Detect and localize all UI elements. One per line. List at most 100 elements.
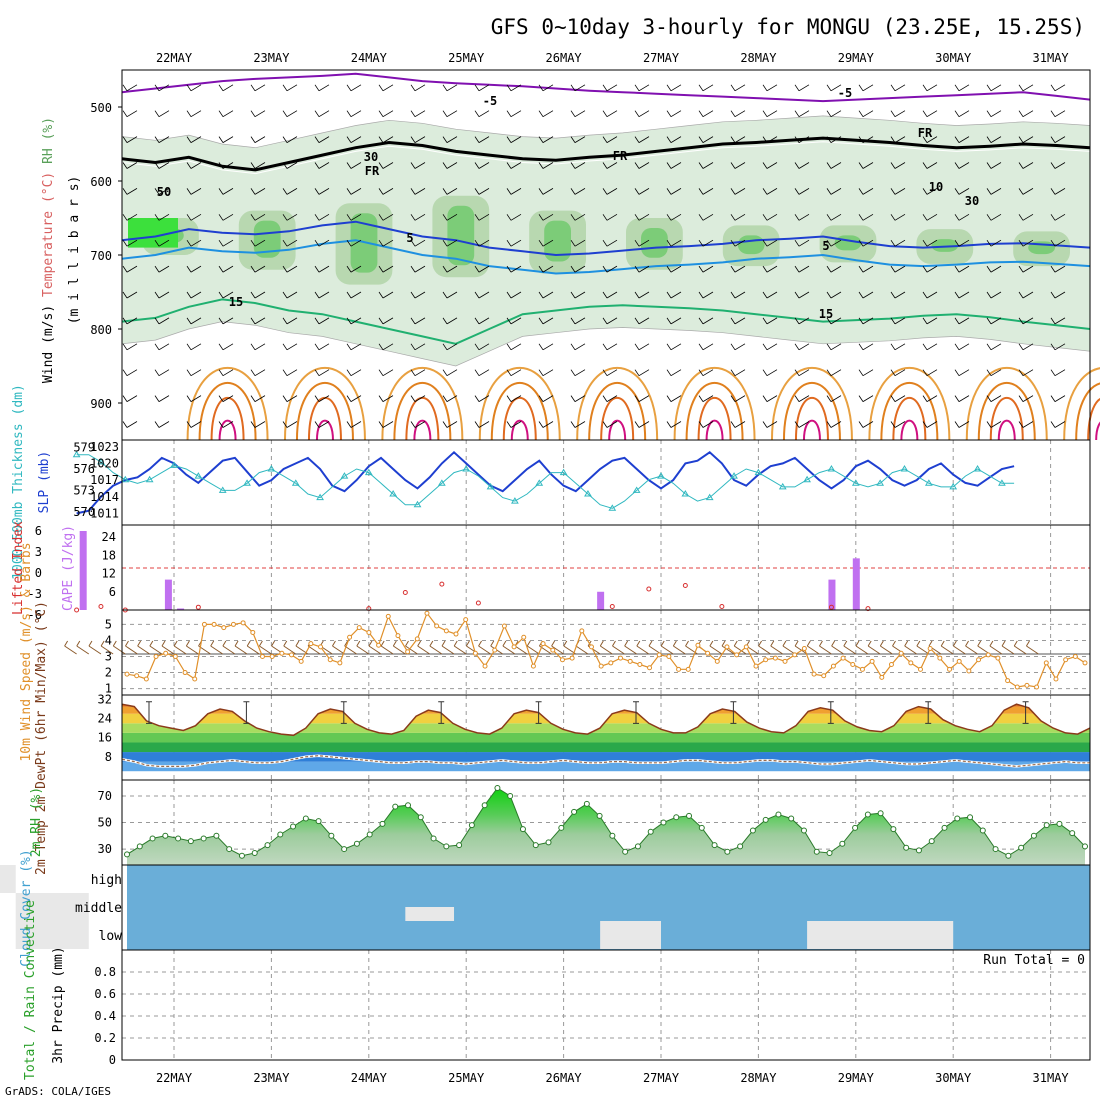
surface-wind-barb	[806, 640, 820, 655]
wind-barb	[698, 343, 714, 351]
wind-barb	[858, 343, 874, 351]
wind-barb	[858, 421, 874, 428]
rh-marker	[417, 814, 424, 821]
wind-speed-marker	[1072, 654, 1078, 660]
rh-marker	[200, 835, 207, 842]
wind-speed-marker	[1082, 660, 1088, 666]
wind-barb	[442, 317, 458, 325]
wind-barb	[954, 369, 970, 377]
wind-barb	[282, 291, 298, 299]
precip-tick: 0.4	[94, 1009, 116, 1023]
wind-speed-marker	[801, 645, 807, 651]
wind-speed-marker	[521, 634, 527, 640]
li-point	[475, 600, 481, 606]
wind-barb	[506, 84, 522, 92]
wind-barb	[346, 291, 362, 299]
dewpt-line	[121, 755, 1090, 768]
rh-marker	[353, 840, 360, 847]
wind-barb	[762, 110, 778, 118]
wind-barb	[858, 162, 874, 169]
surface-wind-barb	[380, 640, 394, 655]
slp-tick: 1023	[90, 440, 119, 454]
wind-barb	[1018, 110, 1034, 118]
wind-barb	[826, 136, 842, 143]
thickness-tick: 576	[73, 462, 95, 476]
rh-marker	[226, 846, 233, 853]
wind-barb	[794, 188, 810, 195]
wind-barb	[634, 369, 650, 377]
wind-speed-marker	[453, 631, 459, 637]
thickness-marker	[900, 465, 909, 472]
wind-barb	[346, 369, 362, 377]
wind-barb	[826, 317, 842, 325]
wind-barb	[826, 421, 842, 428]
wind-barb	[154, 395, 170, 402]
li-point	[719, 604, 725, 609]
wind-speed-marker	[1005, 678, 1011, 684]
wind-speed-marker	[840, 655, 846, 661]
wind-barb	[826, 162, 842, 169]
wind-barb	[410, 136, 426, 143]
wind-barb	[1018, 239, 1034, 247]
wind-barb	[538, 395, 554, 402]
wind-barb	[1050, 265, 1066, 273]
wind-tick: 3	[105, 650, 112, 664]
wind-speed-line	[126, 611, 1086, 688]
wind-barb	[1050, 188, 1066, 195]
wind-speed-marker	[153, 654, 159, 660]
wind-speed-marker	[192, 676, 198, 682]
thickness-marker	[243, 479, 251, 486]
temp-contour-low	[977, 382, 1036, 441]
wind-barb	[154, 369, 170, 377]
wind-barb	[858, 84, 874, 92]
wind-barb	[954, 188, 970, 195]
wind-barb	[666, 188, 682, 195]
thickness-marker	[413, 500, 422, 508]
top-date-label: 27MAY	[643, 51, 680, 65]
wind-barb	[890, 369, 906, 377]
wind-barb	[698, 136, 714, 143]
wind-barb	[858, 317, 874, 325]
wind-frame	[121, 609, 1091, 696]
wind-barb	[954, 343, 970, 351]
wind-barb	[1018, 317, 1034, 325]
wind-barb	[442, 162, 458, 169]
contour-label: 5	[406, 231, 413, 245]
cape-tick: 6	[109, 585, 116, 599]
surface-wind-barb	[222, 640, 236, 655]
wind-barb	[186, 136, 202, 143]
wind-speed-marker	[356, 625, 362, 631]
thickness-marker	[876, 479, 885, 486]
wind-barb	[154, 136, 170, 143]
wind-barb	[378, 84, 394, 92]
cloud-cell	[405, 907, 455, 921]
surface-wind-barb	[258, 640, 272, 655]
wind-barb	[378, 110, 394, 118]
wind-barb	[1018, 162, 1034, 169]
rh-marker	[596, 812, 603, 819]
wind-barb	[794, 369, 810, 377]
wind-barb	[250, 395, 266, 402]
surface-wind-barb	[210, 640, 223, 655]
temp-band	[122, 732, 1090, 743]
rh-marker	[622, 848, 629, 855]
thickness-marker	[267, 465, 276, 472]
wind-barb	[730, 291, 746, 299]
thickness-marker	[754, 468, 763, 476]
wind-barb	[890, 188, 906, 195]
wind-barb	[474, 239, 490, 247]
wind-barb	[1018, 213, 1034, 221]
wind-barb	[314, 213, 330, 221]
wind-barb	[378, 265, 394, 273]
thickness-marker	[97, 457, 105, 465]
temp-minmax-bar	[340, 701, 347, 724]
temp-minmax-bar	[1022, 701, 1029, 724]
wind-barb	[346, 421, 362, 428]
wind-barb	[122, 343, 138, 351]
rh-marker	[800, 827, 807, 834]
wind-barb	[378, 369, 394, 377]
wind-barb	[858, 265, 874, 273]
wind-barb	[122, 317, 138, 325]
rh-tick: 30	[98, 842, 112, 856]
wind-barb	[378, 421, 394, 428]
